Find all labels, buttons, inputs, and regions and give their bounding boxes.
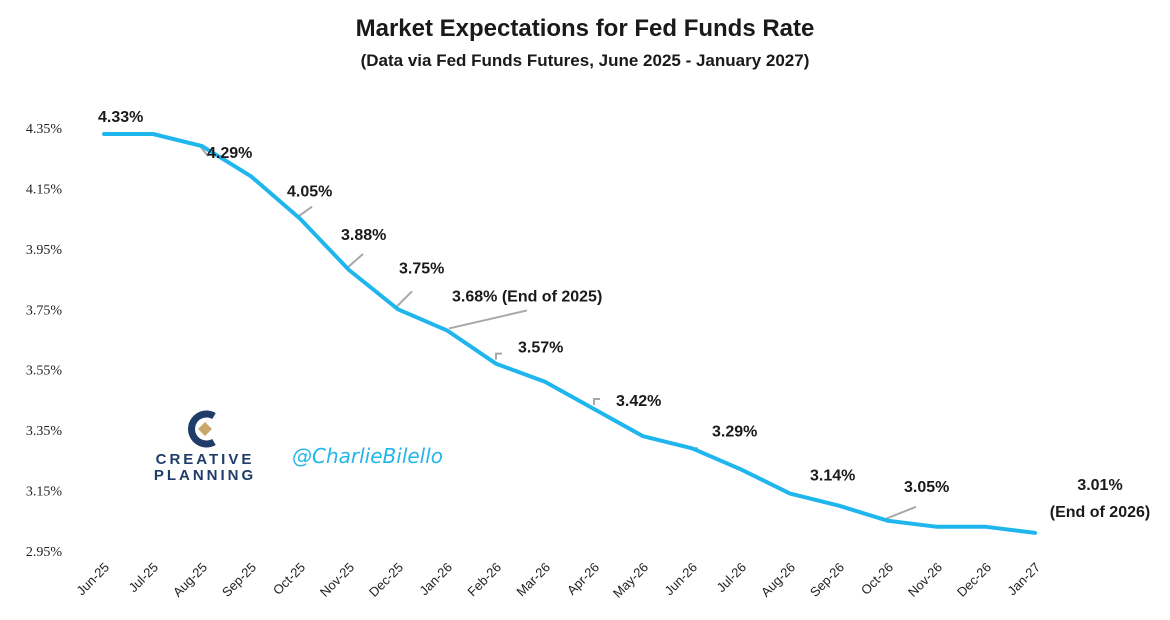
data-label: 4.05% [287,184,332,201]
x-tick-label: Jul-25 [125,560,161,596]
y-tick-label: 3.35% [26,424,63,439]
x-tick-label: Nov-25 [317,560,357,600]
x-tick-label: Nov-26 [905,560,945,600]
data-label: 3.14% [810,468,855,485]
data-label: 3.01% [1077,477,1122,494]
data-label: 3.05% [904,479,949,496]
x-tick-label: Jun-25 [73,560,112,599]
annotation-leader-line [593,397,600,405]
x-tick-label: May-26 [610,560,651,601]
annotation-leader-line [495,352,502,360]
y-tick-label: 4.15% [26,182,63,197]
x-tick-label: Oct-25 [270,560,308,598]
author-handle: @CharlieBilello [292,444,443,468]
data-label: 3.88% [341,227,386,244]
x-tick-label: Jun-26 [661,560,700,599]
x-axis: Jun-25 Jul-25 Aug-25 Sep-25 Oct-25 Nov-25 Dec-… [73,560,1043,601]
data-label: 4.33% [98,109,143,126]
y-tick-label: 3.75% [26,303,63,318]
data-label: 3.29% [712,423,757,440]
x-tick-label: Apr-26 [564,560,602,598]
data-label: 3.68% (End of 2025) [452,288,602,305]
y-tick-label: 2.95% [26,545,63,560]
annotation-leader-line [346,253,364,269]
x-tick-label: Sep-26 [807,560,847,600]
x-tick-label: Jan-26 [416,560,455,599]
annotation-leader-line [297,205,313,218]
data-labels: 4.33% 4.29% 4.05% 3.88% 3.75% 3.68% (End of 2… [98,109,1150,521]
y-tick-label: 3.55% [26,364,63,379]
annotation-leader-line [395,290,413,308]
series-line [102,132,1037,535]
creative-planning-logo: CREATIVE PLANNING [154,410,256,484]
x-tick-label: Feb-26 [464,560,504,600]
annotation-leader-line [885,505,917,520]
data-label: 3.75% [399,260,444,277]
x-tick-label: Jul-26 [713,560,749,596]
x-tick-label: Aug-25 [170,560,210,600]
logo-text-planning: PLANNING [154,467,256,484]
x-tick-label: Dec-26 [954,560,994,600]
data-label: 3.57% [518,340,563,357]
y-axis: 4.35% 4.15% 3.95% 3.75% 3.55% 3.35% 3.15% 2.95% [26,122,63,560]
y-tick-label: 3.95% [26,243,63,258]
y-tick-label: 3.15% [26,485,63,500]
x-tick-label: Mar-26 [513,560,553,600]
y-tick-label: 4.35% [26,122,63,137]
annotation-leaders [199,145,917,520]
x-tick-label: Sep-25 [219,560,259,600]
annotation-leader-line [448,309,528,330]
x-tick-label: Dec-25 [366,560,406,600]
x-tick-label: Oct-26 [858,560,896,598]
logo-text-creative: CREATIVE [156,451,255,468]
chart-subtitle: (Data via Fed Funds Futures, June 2025 -… [361,51,810,70]
data-label: 4.29% [207,145,252,162]
chart-title: Market Expectations for Fed Funds Rate [356,15,815,42]
data-label: 3.42% [616,393,661,410]
x-tick-label: Aug-26 [758,560,798,600]
logo-mark-icon [188,410,216,448]
x-tick-label: Jan-27 [1004,560,1043,599]
data-label-note: (End of 2026) [1050,504,1150,521]
